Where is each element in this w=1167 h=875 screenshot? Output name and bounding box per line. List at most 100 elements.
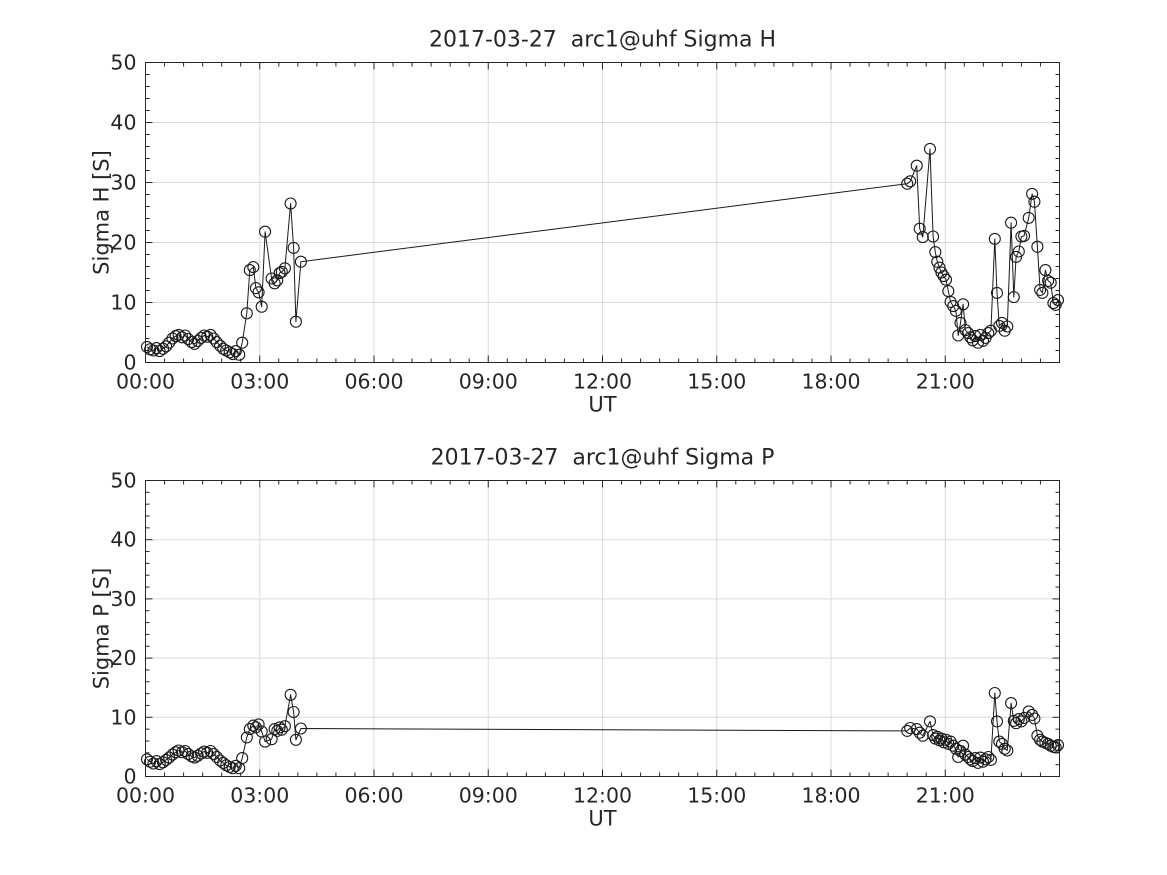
- data-marker: [147, 757, 160, 770]
- data-marker: [1031, 240, 1044, 253]
- data-marker: [1007, 291, 1020, 304]
- data-marker: [1005, 697, 1018, 710]
- data-marker: [1042, 274, 1055, 287]
- data-marker: [990, 286, 1004, 299]
- data-marker: [233, 348, 246, 361]
- data-marker: [979, 753, 992, 766]
- data-marker: [923, 142, 937, 155]
- data-marker: [923, 715, 937, 728]
- data-marker: [957, 739, 970, 752]
- y-tick-label: 0: [123, 765, 136, 789]
- data-marker: [229, 345, 242, 358]
- data-marker: [962, 750, 975, 764]
- data-marker: [952, 750, 965, 764]
- data-marker: [188, 751, 201, 764]
- data-marker: [259, 225, 272, 238]
- data-marker: [207, 332, 220, 345]
- data-marker: [223, 346, 236, 359]
- data-marker: [1001, 320, 1014, 333]
- data-marker: [247, 719, 260, 732]
- data-marker: [913, 222, 926, 235]
- x-tick-label: 00:00: [116, 784, 175, 808]
- data-marker: [169, 746, 182, 759]
- data-marker: [226, 762, 239, 775]
- data-marker: [204, 328, 217, 341]
- data-marker: [982, 327, 995, 340]
- data-marker: [1028, 712, 1041, 725]
- data-marker: [226, 348, 239, 361]
- data-marker: [236, 336, 249, 349]
- data-marker: [1022, 211, 1035, 224]
- data-marker: [259, 735, 272, 748]
- data-marker: [964, 753, 977, 766]
- data-marker: [1049, 741, 1062, 754]
- data-marker: [217, 342, 230, 355]
- data-marker: [140, 340, 154, 353]
- data-marker: [904, 175, 917, 188]
- data-marker: [1036, 286, 1049, 299]
- x-tick-label: 18:00: [801, 784, 860, 808]
- x-axis-label: UT: [588, 393, 616, 417]
- data-marker: [236, 752, 249, 765]
- data-marker: [278, 262, 291, 275]
- data-marker: [988, 232, 1001, 245]
- x-tick-label: 06:00: [344, 784, 403, 808]
- data-marker: [1001, 744, 1014, 757]
- data-marker: [1051, 739, 1065, 752]
- data-marker: [901, 724, 914, 737]
- data-marker: [214, 339, 227, 352]
- data-marker: [182, 747, 195, 761]
- y-tick-label: 40: [110, 528, 136, 552]
- data-marker: [935, 266, 948, 279]
- plot-title: 2017-03-27 arc1@uhf Sigma P: [431, 446, 775, 471]
- data-marker: [275, 265, 288, 278]
- y-tick-label: 30: [110, 171, 136, 195]
- data-marker: [988, 686, 1001, 700]
- sigma-p-plot: 00:00 03:00 06:00 09:00 12:00 15:00 18:00 21:00…: [90, 446, 1065, 831]
- data-marker: [1051, 294, 1065, 307]
- data-marker: [156, 756, 170, 769]
- data-marker: [1010, 250, 1023, 263]
- y-axis-label: Sigma H [S]: [90, 150, 114, 275]
- data-marker: [255, 300, 268, 313]
- data-marker: [188, 337, 201, 350]
- data-marker: [931, 255, 944, 268]
- data-marker: [176, 331, 189, 344]
- data-marker: [910, 159, 923, 172]
- data-marker: [147, 344, 160, 357]
- data-marker: [210, 336, 223, 349]
- data-marker: [140, 753, 154, 766]
- y-tick-label: 30: [110, 587, 136, 611]
- x-axis-label: UT: [588, 807, 616, 831]
- x-tick-label: 09:00: [459, 784, 518, 808]
- data-marker: [998, 742, 1011, 755]
- data-marker: [916, 231, 929, 244]
- data-marker: [268, 277, 281, 290]
- data-marker: [252, 718, 265, 731]
- data-marker: [1018, 229, 1031, 242]
- x-tick-label: 09:00: [459, 370, 518, 394]
- x-tick-label: 21:00: [916, 784, 975, 808]
- y-tick-label: 10: [110, 705, 136, 729]
- data-marker: [982, 750, 995, 764]
- data-line: [146, 148, 1059, 356]
- data-marker: [240, 307, 253, 320]
- data-marker: [1018, 711, 1031, 724]
- data-marker: [971, 756, 985, 769]
- data-marker: [195, 747, 208, 760]
- data-marker: [207, 747, 220, 761]
- data-marker: [163, 336, 176, 349]
- data-marker: [229, 759, 242, 772]
- y-tick-label: 50: [110, 51, 136, 75]
- data-marker: [150, 342, 163, 355]
- data-marker: [273, 721, 286, 734]
- data-marker: [966, 755, 979, 768]
- data-marker: [1034, 283, 1047, 296]
- x-tick-label: 03:00: [230, 784, 289, 808]
- data-marker: [1028, 195, 1041, 208]
- data-marker: [1005, 216, 1018, 229]
- y-tick-label: 0: [123, 351, 136, 375]
- data-marker: [182, 333, 195, 346]
- data-line: [146, 692, 1059, 769]
